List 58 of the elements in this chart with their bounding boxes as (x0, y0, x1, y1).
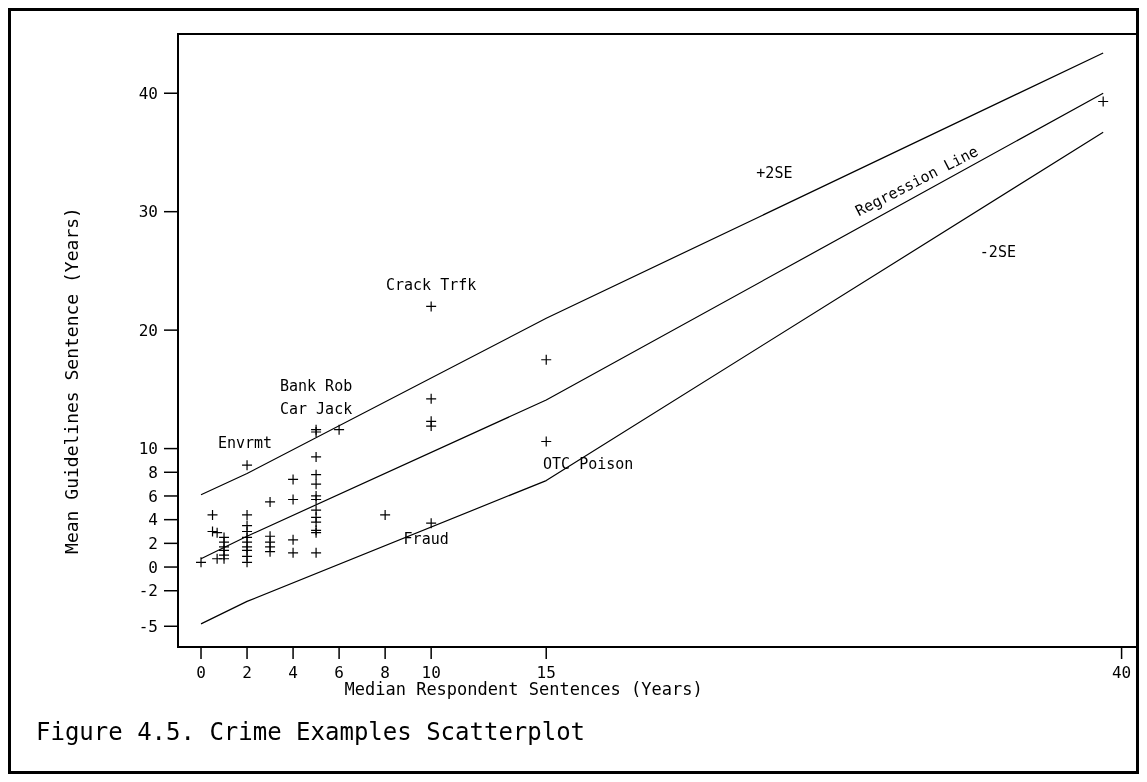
point (310, 478, 322, 490)
y-tick-label: 20 (138, 320, 158, 340)
y-tick-label: 6 (148, 486, 158, 506)
point (264, 496, 276, 508)
point (310, 493, 322, 506)
point (540, 354, 552, 366)
annotation: OTC Poison (543, 454, 634, 473)
x-tick-label: 0 (196, 663, 206, 682)
series-label: +2SE (756, 164, 793, 183)
point (1097, 95, 1109, 108)
point (206, 525, 219, 538)
point (333, 424, 345, 436)
y-tick-label: -5 (138, 616, 158, 636)
annotation: Crack Trfk (386, 275, 477, 294)
point (310, 451, 322, 463)
x-tick-label: 4 (288, 663, 298, 682)
annotation: Car Jack (279, 399, 353, 418)
point (287, 473, 299, 485)
point (264, 546, 276, 558)
x-tick-label: 8 (380, 663, 390, 682)
y-tick-label: 4 (148, 510, 158, 530)
line-series (200, 131, 1104, 625)
x-tick-label: 6 (334, 663, 344, 682)
point (218, 553, 230, 565)
y-tick-label: 10 (138, 439, 158, 459)
point (241, 509, 253, 521)
x-tick-label: 2 (242, 663, 252, 682)
annotation: Envrmt (217, 434, 273, 453)
annotation: Fraud (403, 530, 449, 549)
y-tick-label: 2 (148, 533, 158, 553)
y-axis-title: Mean Guidelines Sentence (Years) (61, 207, 82, 554)
y-tick-label: 40 (138, 83, 158, 103)
point (241, 459, 253, 471)
point (206, 509, 219, 521)
point (425, 300, 437, 313)
point (241, 556, 253, 568)
point (287, 493, 299, 506)
point (287, 547, 299, 559)
point (425, 393, 437, 405)
y-tick-label: 8 (148, 462, 158, 482)
text: Figure 4.5. Crime Examples Scatterplot (36, 718, 586, 746)
x-tick-label: 15 (536, 663, 556, 682)
x-axis-title: Median Respondent Sentences (Years) (344, 679, 703, 699)
y-tick-label: 0 (148, 557, 158, 577)
point (287, 534, 299, 546)
point (310, 547, 322, 559)
x-tick-label: 40 (1111, 663, 1132, 682)
point (310, 469, 322, 481)
point (195, 556, 207, 568)
point (425, 517, 437, 529)
point (540, 435, 552, 448)
y-tick-label: 30 (138, 202, 158, 222)
y-tick-label: -2 (138, 581, 158, 601)
annotation: Bank Rob (279, 376, 353, 395)
x-tick-label: 10 (421, 663, 441, 682)
line-series (200, 52, 1104, 496)
series-label: -2SE (979, 242, 1016, 261)
point (379, 509, 391, 521)
